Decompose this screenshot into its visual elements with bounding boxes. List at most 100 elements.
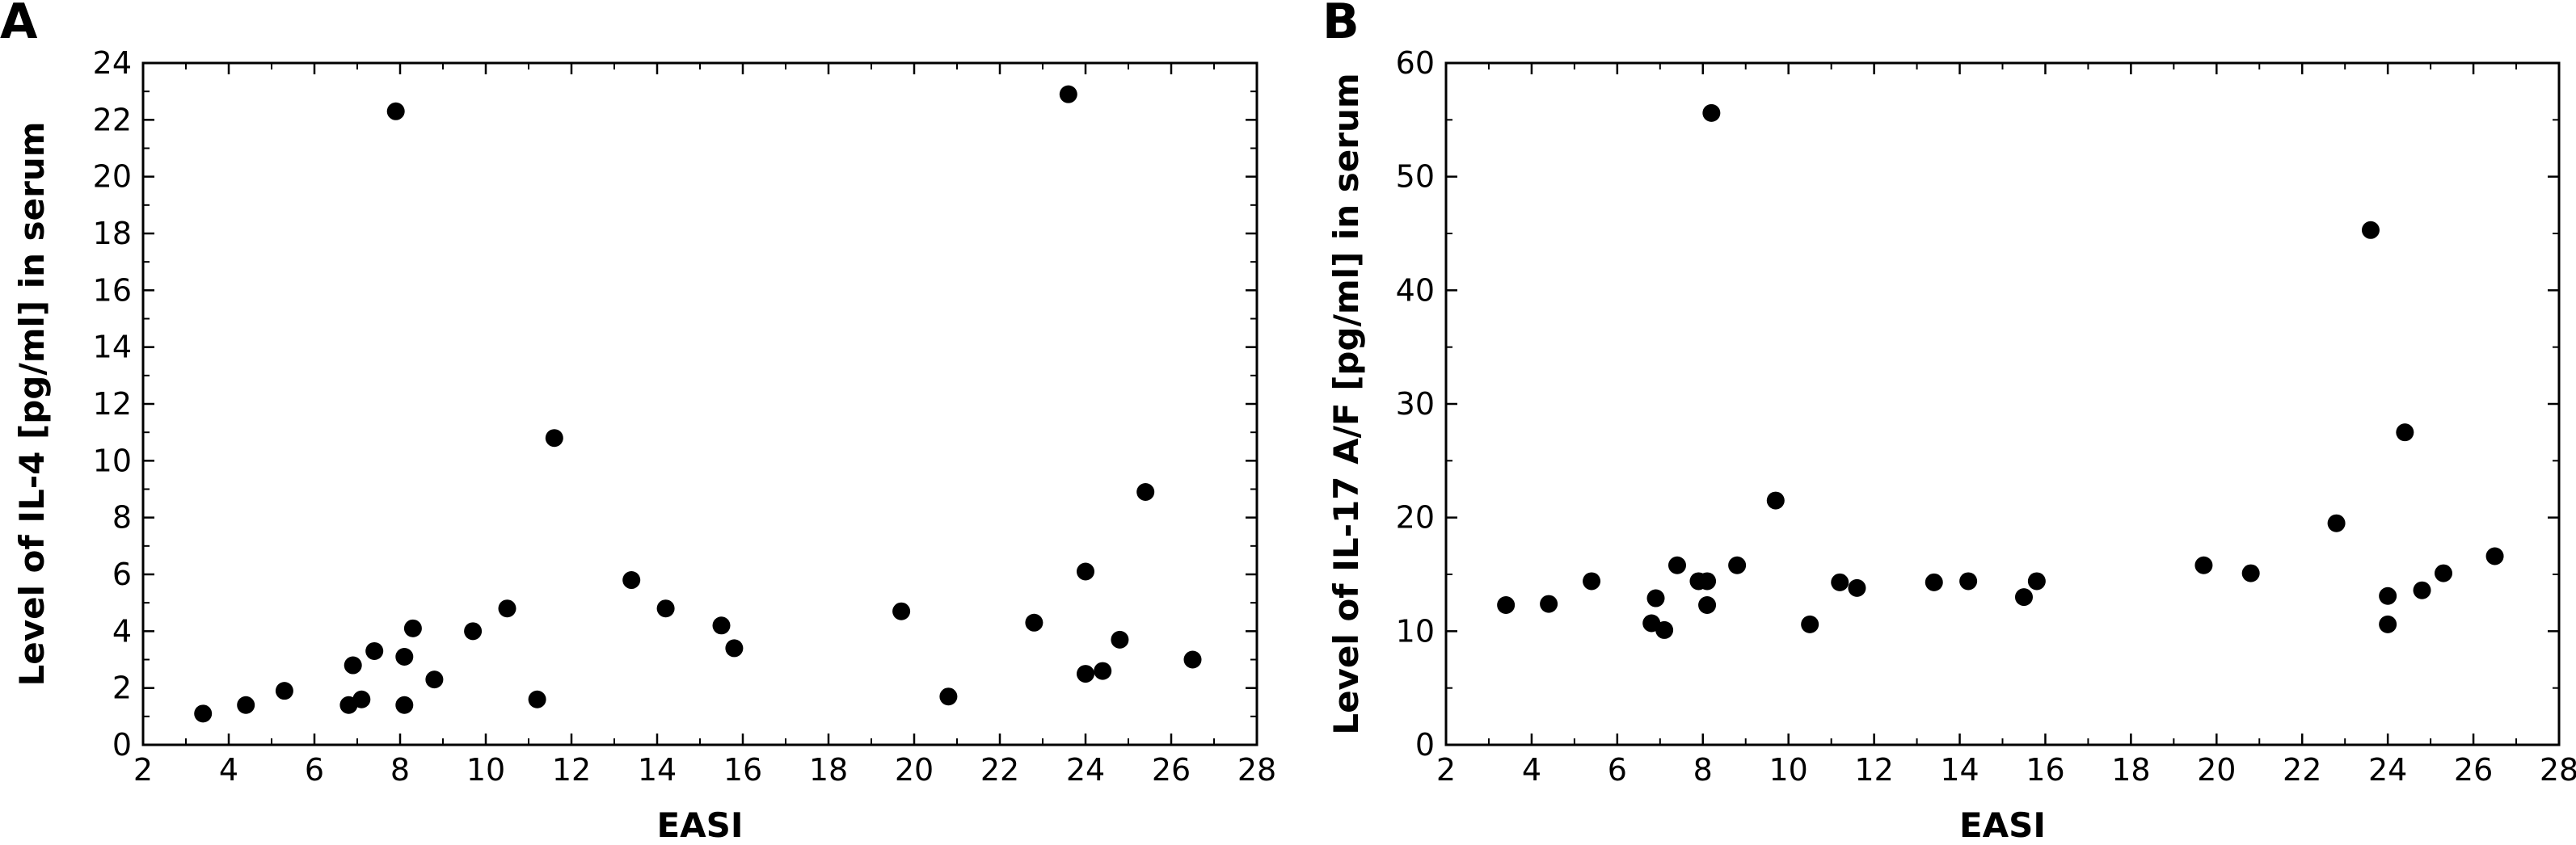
data-point	[1183, 650, 1202, 669]
x-tick-label: 2	[1436, 752, 1456, 788]
panel-label: B	[1322, 0, 1360, 50]
plot-frame	[1444, 61, 2561, 746]
data-point	[2361, 221, 2380, 239]
data-point	[1925, 573, 1943, 591]
y-tick-label: 0	[1415, 727, 1435, 763]
y-axis-title: Level of IL-4 [pg/ml] in serum	[12, 122, 52, 687]
y-axis-title: Level of IL-17 A/F [pg/ml] in serum	[1326, 73, 1366, 734]
data-point	[403, 619, 422, 637]
data-point	[1801, 615, 1819, 633]
x-tick-label: 8	[390, 752, 410, 788]
data-point	[365, 641, 384, 660]
y-tick-label: 50	[1396, 159, 1435, 195]
data-point	[545, 429, 563, 448]
data-point	[528, 690, 546, 708]
x-tick-label: 28	[2540, 752, 2576, 788]
data-point	[2241, 564, 2260, 582]
data-point	[2396, 423, 2414, 442]
data-point	[2485, 547, 2504, 565]
x-tick-label: 20	[895, 752, 934, 788]
data-point	[464, 622, 483, 641]
y-tick-label: 6	[112, 557, 132, 592]
x-tick-label: 26	[1152, 752, 1191, 788]
data-point	[656, 599, 675, 618]
x-tick-label: 14	[638, 752, 677, 788]
data-point	[1540, 595, 1558, 613]
x-tick-label: 22	[2283, 752, 2321, 788]
y-tick-label: 14	[93, 330, 132, 365]
y-tick-label: 20	[1396, 500, 1435, 536]
data-point	[2435, 564, 2453, 582]
data-point	[2379, 615, 2397, 633]
x-tick-label: 14	[1940, 752, 1979, 788]
data-point	[2027, 572, 2046, 591]
x-tick-label: 12	[1854, 752, 1893, 788]
data-point	[2194, 556, 2213, 574]
data-point	[395, 647, 414, 666]
x-tick-label: 24	[1066, 752, 1105, 788]
y-tick-label: 18	[93, 216, 132, 251]
x-tick-label: 16	[2026, 752, 2064, 788]
y-tick-label: 2	[112, 671, 132, 706]
data-point	[622, 571, 641, 590]
y-tick-label: 8	[112, 500, 132, 536]
data-point	[395, 696, 414, 714]
y-tick-label: 16	[93, 272, 132, 308]
y-tick-label: 10	[93, 443, 132, 478]
data-point	[194, 704, 213, 723]
y-tick-label: 0	[112, 727, 132, 763]
data-point	[237, 696, 255, 714]
x-tick-label: 16	[723, 752, 762, 788]
data-point	[1497, 595, 1516, 614]
data-point	[1848, 578, 1866, 597]
data-point	[2379, 586, 2397, 605]
x-tick-label: 12	[552, 752, 591, 788]
x-tick-label: 4	[1522, 752, 1541, 788]
panel-a: A2 4 6 8 10 12 14 16 18 20 22 24 26 28024681012141618…	[0, 0, 1276, 845]
data-point	[1959, 572, 1978, 591]
data-point	[712, 616, 731, 635]
x-tick-label: 8	[1693, 752, 1713, 788]
data-point	[2014, 588, 2033, 607]
data-point	[1728, 556, 1747, 574]
data-point	[425, 671, 444, 689]
data-point	[1094, 662, 1112, 680]
data-point	[344, 656, 362, 675]
data-point	[386, 102, 405, 120]
x-tick-label: 20	[2197, 752, 2236, 788]
y-tick-label: 40	[1396, 272, 1435, 308]
data-point	[1136, 483, 1155, 502]
y-tick-label: 24	[93, 45, 132, 81]
x-tick-label: 6	[305, 752, 324, 788]
data-point	[939, 687, 958, 706]
data-point	[1698, 572, 1717, 591]
data-point	[1667, 556, 1686, 574]
x-tick-label: 10	[466, 752, 505, 788]
y-tick-label: 30	[1396, 386, 1435, 422]
data-point	[1831, 573, 1849, 591]
x-tick-label: 2	[133, 752, 153, 788]
data-point	[892, 602, 911, 620]
data-point	[352, 690, 371, 708]
data-point	[1702, 103, 1721, 122]
data-point	[1111, 630, 1129, 649]
data-point	[1766, 491, 1785, 510]
panel-label: A	[0, 0, 38, 50]
plot-frame	[141, 61, 1258, 746]
x-tick-label: 18	[2111, 752, 2150, 788]
data-point	[1646, 589, 1665, 607]
x-tick-label: 4	[219, 752, 238, 788]
data-point	[1698, 595, 1717, 614]
data-point	[1025, 613, 1043, 632]
data-point	[1077, 665, 1094, 683]
y-tick-label: 10	[1396, 613, 1435, 649]
data-point	[1077, 562, 1094, 581]
panel-b: B2 4 6 8 10 12 14 16 18 20 22 24 26 280102030405060EA…	[1322, 0, 2576, 845]
x-tick-label: 6	[1608, 752, 1627, 788]
data-point	[275, 682, 293, 700]
x-tick-label: 28	[1237, 752, 1276, 788]
x-tick-label: 22	[980, 752, 1019, 788]
data-point	[1059, 85, 1077, 103]
data-point	[2413, 581, 2431, 599]
y-tick-label: 22	[93, 102, 132, 137]
